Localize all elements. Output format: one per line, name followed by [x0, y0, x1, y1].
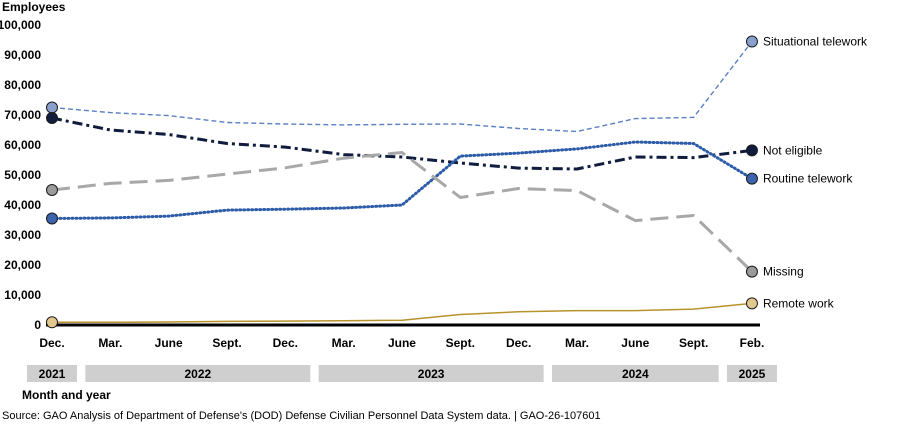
year-label: 2024 — [622, 367, 649, 381]
y-tick-label: 60,000 — [4, 138, 41, 152]
year-label: 2022 — [184, 367, 211, 381]
y-axis-title: Employees — [2, 0, 66, 14]
series-labels: Situational telework Not eligible Routine … — [763, 35, 868, 311]
x-tick-label: Dec. — [273, 336, 298, 350]
x-tick-label: Mar. — [332, 336, 356, 350]
x-tick-label: Feb. — [740, 336, 765, 350]
series-marker-missing — [46, 184, 58, 196]
series-marker-routine-telework — [745, 172, 758, 185]
series-marker-not-eligible — [46, 112, 58, 124]
x-tick-label: Sept. — [212, 336, 241, 350]
series-line-missing — [51, 151, 754, 273]
y-tick-label: 100,000 — [0, 18, 41, 32]
series-marker-routine-telework — [46, 212, 58, 225]
series-marker-remote-work — [46, 316, 58, 329]
x-axis-title: Month and year — [22, 388, 111, 402]
series-line-routine-telework — [50, 140, 754, 220]
series-marker-missing — [745, 265, 758, 278]
series-label-missing: Missing — [763, 265, 804, 279]
series-markers — [46, 35, 758, 329]
year-band — [318, 365, 544, 382]
series-lines — [50, 41, 754, 324]
series-line-not-eligible — [51, 116, 753, 171]
year-band — [726, 365, 777, 382]
series-marker-situational-telework — [745, 35, 758, 48]
x-tick-label: Sept. — [679, 336, 708, 350]
series-line-remote-work — [52, 302, 753, 324]
year-band — [85, 365, 311, 382]
y-tick-label: 20,000 — [4, 258, 41, 272]
series-label-routine-telework: Routine telework — [763, 172, 853, 186]
x-tick-label: June — [388, 336, 416, 350]
series-marker-remote-work — [745, 297, 758, 310]
y-tick-label: 90,000 — [4, 48, 41, 62]
series-line-situational-telework — [51, 41, 753, 133]
y-tick-label: 70,000 — [4, 108, 41, 122]
series-marker-not-eligible — [745, 144, 758, 157]
year-band — [27, 365, 77, 382]
y-tick-label: 50,000 — [4, 168, 41, 182]
y-tick-label: 30,000 — [4, 228, 41, 242]
year-band — [551, 365, 719, 382]
source-note: Source: GAO Analysis of Department of De… — [2, 410, 601, 422]
x-tick-label: Mar. — [98, 336, 122, 350]
x-axis-ticks: Dec. Mar. June Sept. Dec. Mar. June Sept. Dec. Ma… — [39, 336, 764, 350]
x-tick-label: June — [621, 336, 649, 350]
x-tick-label: June — [155, 336, 183, 350]
year-label: 2025 — [739, 367, 766, 381]
x-tick-label: Sept. — [446, 336, 475, 350]
y-axis-ticks: 0 10,000 20,000 30,000 40,000 50,000 60,000 70,… — [0, 18, 41, 332]
x-tick-label: Dec. — [39, 336, 64, 350]
year-bands: 2021 2022 2023 2024 2025 — [27, 365, 777, 382]
x-tick-label: Mar. — [565, 336, 589, 350]
series-label-situational-telework: Situational telework — [763, 35, 868, 49]
y-tick-label: 40,000 — [4, 198, 41, 212]
series-label-remote-work: Remote work — [763, 296, 835, 310]
year-label: 2021 — [39, 367, 66, 381]
y-tick-label: 10,000 — [4, 288, 41, 302]
x-tick-label: Dec. — [506, 336, 531, 350]
year-label: 2023 — [418, 367, 445, 381]
y-tick-label: 0 — [34, 318, 41, 332]
series-marker-situational-telework — [46, 101, 58, 114]
y-tick-label: 80,000 — [4, 78, 41, 92]
series-label-not-eligible: Not eligible — [763, 143, 823, 157]
